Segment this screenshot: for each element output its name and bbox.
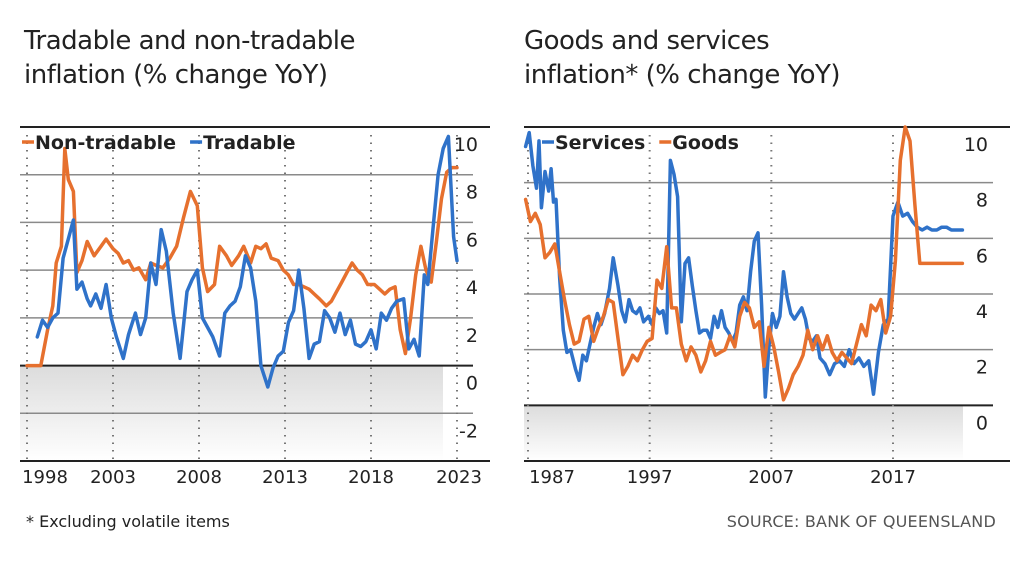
y-tick-label: -2 <box>459 420 478 442</box>
x-tick-label: 2013 <box>262 467 308 488</box>
legend-label: Non-tradable <box>35 132 176 154</box>
y-tick-label: 0 <box>466 373 478 395</box>
chart-title-tradable: Tradable and non-tradable inflation (% c… <box>24 26 356 90</box>
chart-title-goods-services: Goods and services inflation* (% change … <box>524 26 841 90</box>
y-tick-label: 8 <box>976 190 988 212</box>
series-line-tradable <box>35 134 459 389</box>
series-line-services <box>523 130 965 399</box>
y-tick-label: 6 <box>466 229 478 251</box>
x-tick-label: 2017 <box>870 467 916 488</box>
x-tick-label: 1997 <box>627 467 673 488</box>
y-tick-label: 8 <box>466 182 478 204</box>
x-tick-label: 2008 <box>176 467 222 488</box>
y-tick-label: 2 <box>976 357 988 379</box>
chart-1: 10 8 6 4 2 0 1987 1997 2007 2017 Services Goods <box>523 125 1010 488</box>
y-tick-label: 6 <box>976 245 988 267</box>
x-tick-label: 1998 <box>22 467 68 488</box>
series-line-goods <box>523 125 965 402</box>
x-tick-label: 2018 <box>348 467 394 488</box>
footnote: * Excluding volatile items <box>26 512 230 531</box>
y-tick-label: 0 <box>976 412 988 434</box>
x-tick-label: 2023 <box>436 467 482 488</box>
y-tick-label: 2 <box>466 325 478 347</box>
chart-0: 10 8 6 4 2 0 -2 1998 2003 2008 2013 2018 2023 Non-tra… <box>20 126 490 488</box>
x-tick-label: 1987 <box>529 467 575 488</box>
x-tick-label: 2003 <box>90 467 136 488</box>
x-tick-label: 2007 <box>748 467 794 488</box>
y-tick-label: 4 <box>976 301 988 323</box>
series-line-non-tradable <box>25 146 459 368</box>
legend-label: Services <box>555 132 645 154</box>
legend-label: Goods <box>672 132 739 154</box>
y-tick-label: 10 <box>964 134 988 156</box>
negative-region <box>524 405 963 461</box>
legend-label: Tradable <box>203 132 296 154</box>
y-tick-label: 10 <box>454 134 478 156</box>
source-credit: SOURCE: BANK OF QUEENSLAND <box>726 512 996 531</box>
y-tick-label: 4 <box>466 277 478 299</box>
